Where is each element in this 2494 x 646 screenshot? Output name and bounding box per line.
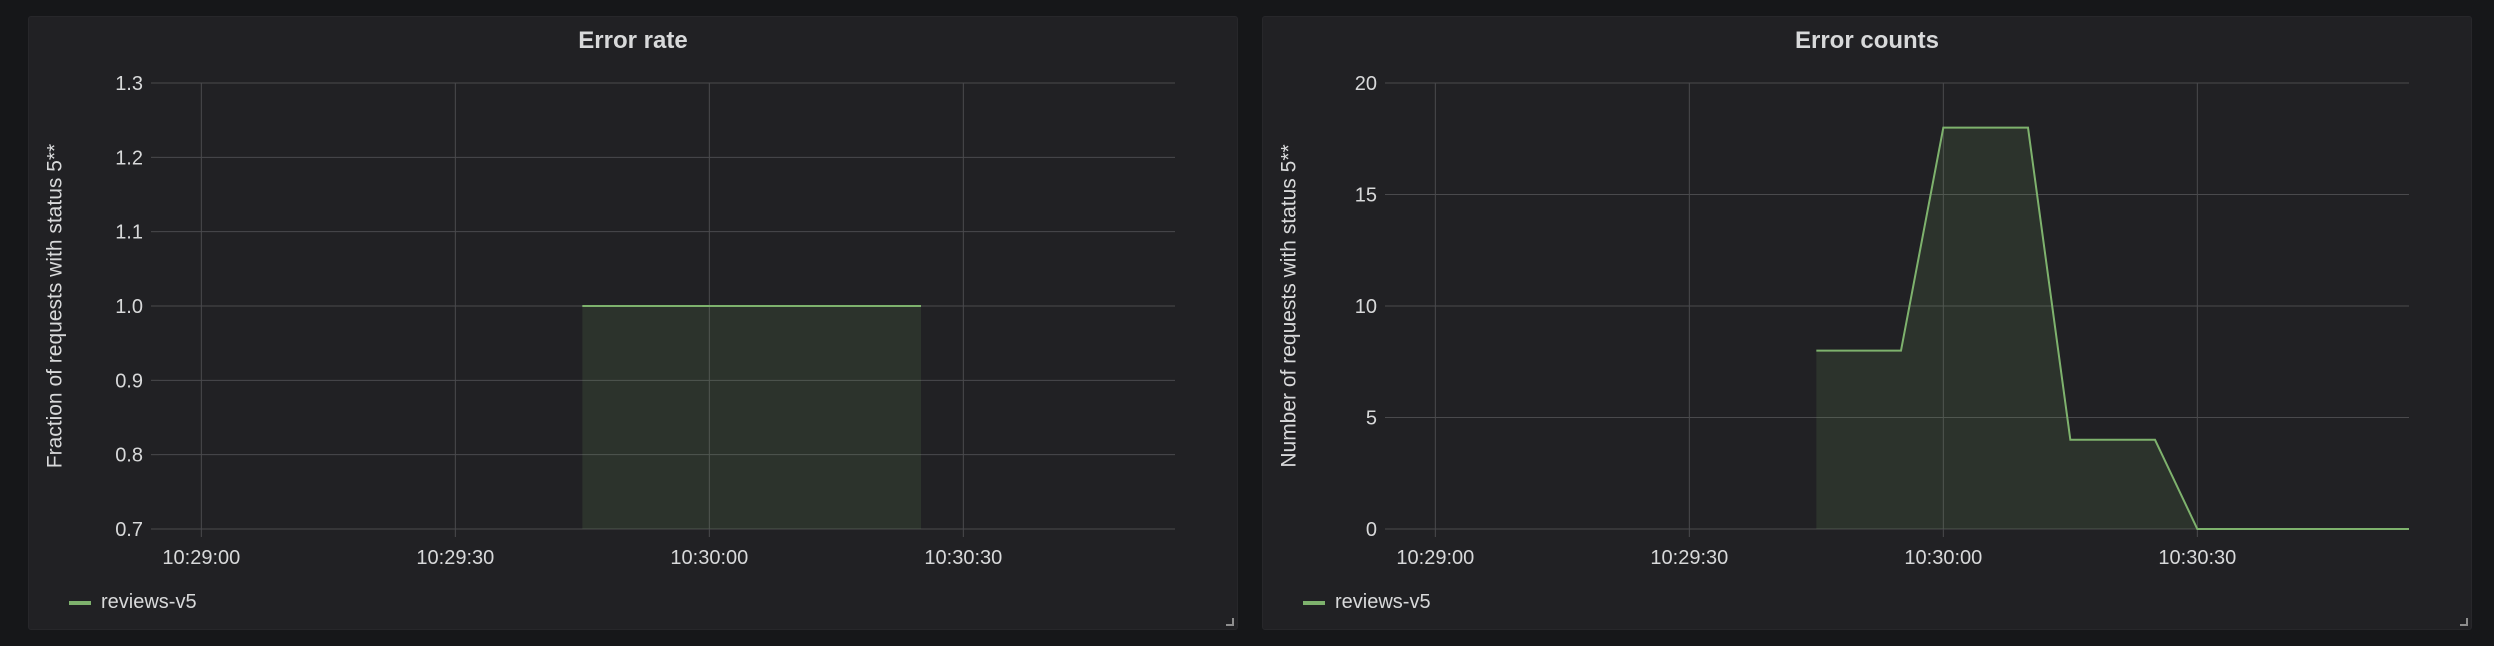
y-tick-label: 20 [1355, 73, 1377, 95]
legend-item-reviews-v5[interactable]: reviews-v5 [1303, 591, 1431, 614]
data-point[interactable] [2406, 526, 2412, 532]
resize-handle[interactable] [2460, 618, 2468, 626]
y-tick-label: 1.1 [115, 222, 143, 244]
x-tick-label: 10:30:30 [924, 547, 1002, 569]
legend-label: reviews-v5 [1335, 591, 1431, 613]
y-tick-label: 1.2 [115, 147, 143, 169]
y-tick-label: 1.3 [115, 73, 143, 95]
data-point[interactable] [1813, 348, 1819, 354]
x-tick-label: 10:29:30 [416, 547, 494, 569]
x-tick-label: 10:29:30 [1650, 547, 1728, 569]
x-tick-label: 10:30:00 [1904, 547, 1982, 569]
resize-handle[interactable] [1226, 618, 1234, 626]
y-tick-label: 15 [1355, 185, 1377, 207]
data-point[interactable] [1940, 125, 1946, 131]
legend-item-reviews-v5[interactable]: reviews-v5 [69, 591, 197, 614]
data-point[interactable] [2025, 125, 2031, 131]
data-point[interactable] [2067, 437, 2073, 443]
data-point[interactable] [579, 303, 585, 309]
y-axis-label: Fraction of requests with status 5** [44, 144, 67, 469]
error-counts-chart: 0 5 10 15 20 10:29:00 10:29:30 10:30:00 10:30:30… [1278, 73, 2412, 569]
x-tick-label: 10:29:00 [1396, 547, 1474, 569]
y-tick-label: 0.8 [115, 445, 143, 467]
y-tick-label: 10 [1355, 296, 1377, 318]
y-tick-label: 0.9 [115, 370, 143, 392]
error-rate-panel: Error rate 0.7 0.8 0.9 1.0 1.1 1.2 1.3 10:29:00… [28, 16, 1238, 630]
series-line-reviews-v5[interactable] [1816, 126, 2409, 530]
x-tick-label: 10:30:30 [2158, 547, 2236, 569]
error-rate-chart: 0.7 0.8 0.9 1.0 1.1 1.2 1.3 10:29:00 10:29:30 10:… [44, 73, 1175, 569]
y-tick-label: 0 [1366, 519, 1377, 541]
y-tick-label: 1.0 [115, 296, 143, 318]
x-tick-label: 10:30:00 [670, 547, 748, 569]
y-tick-label: 5 [1366, 408, 1377, 430]
error-counts-panel: Error counts 0 5 10 15 20 10:29:00 10:29:30 10:… [1262, 16, 2472, 630]
panel-title[interactable]: Error counts [1794, 27, 1940, 54]
panel-title[interactable]: Error rate [578, 27, 688, 54]
legend-label: reviews-v5 [101, 591, 197, 613]
y-tick-label: 0.7 [115, 519, 143, 541]
y-axis-label: Number of requests with status 5** [1278, 144, 1301, 467]
series-area-fill [1816, 127, 2409, 529]
data-point[interactable] [2152, 437, 2158, 443]
data-point[interactable] [1898, 348, 1904, 354]
data-point[interactable] [918, 303, 924, 309]
series-color-swatch [69, 600, 91, 605]
series-color-swatch [1303, 600, 1325, 605]
data-point[interactable] [2194, 526, 2200, 532]
series-area-fill [582, 306, 921, 529]
x-tick-label: 10:29:00 [162, 547, 240, 569]
